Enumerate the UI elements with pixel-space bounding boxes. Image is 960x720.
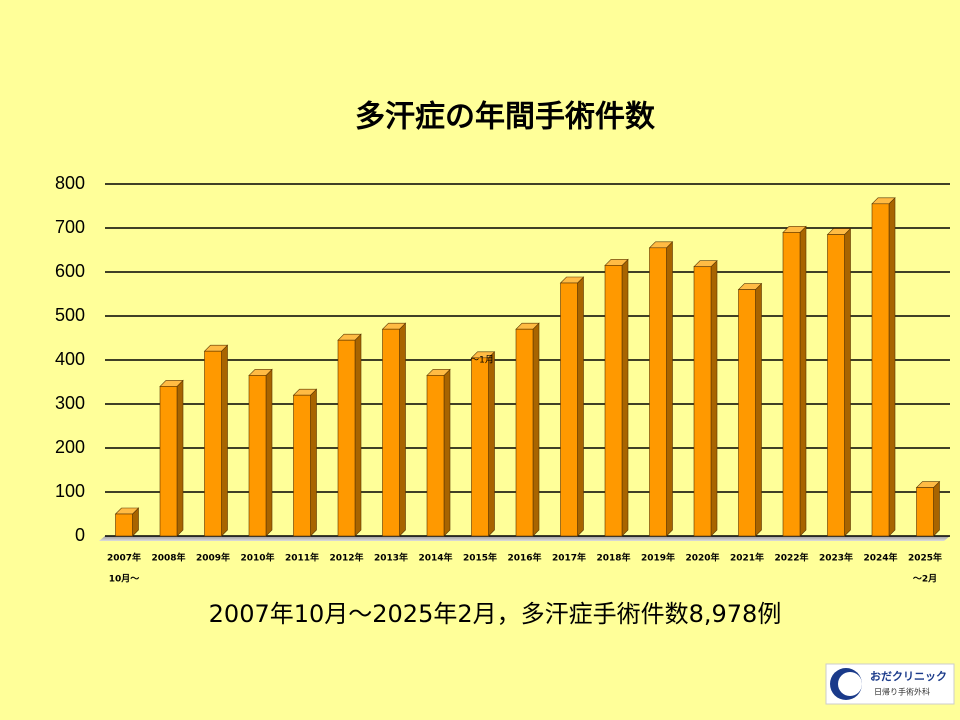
x-tick-sublabel: 10月～ (109, 574, 140, 585)
bar-side (799, 225, 807, 537)
bar (426, 375, 445, 537)
bar-side (310, 388, 317, 537)
bar-side (933, 480, 940, 537)
bar (560, 282, 578, 537)
logo: おだクリニック 日帰り手術外科 (825, 663, 955, 705)
bar-side (488, 351, 495, 537)
bar (649, 247, 667, 537)
bar (382, 328, 400, 537)
x-tick-label: 2016年 (507, 552, 541, 564)
bar-side (577, 276, 584, 537)
y-tick-label: 100 (55, 481, 85, 501)
x-tick-label: 2012年 (329, 552, 363, 564)
bar-side (221, 344, 228, 537)
y-tick-label: 800 (55, 173, 85, 193)
y-tick-label: 700 (55, 217, 85, 237)
bar-side (666, 241, 673, 537)
bar (248, 375, 267, 537)
floor (99, 536, 950, 541)
y-tick-label: 300 (55, 393, 85, 413)
x-tick-label: 2021年 (730, 552, 764, 564)
bar-side (710, 259, 718, 537)
bar (693, 266, 712, 537)
bar-side (844, 227, 851, 537)
x-tick-label: 2017年 (552, 552, 586, 564)
y-tick-label: 500 (55, 305, 85, 325)
x-tick-label: 2022年 (774, 552, 808, 564)
x-tick-label: 2008年 (151, 552, 185, 564)
y-tick-label: 0 (75, 525, 85, 545)
chart-title: 多汗症の年間手術件数 (355, 100, 656, 135)
logo-mark-inner (838, 672, 862, 696)
bar-side (176, 379, 184, 537)
bar-side (755, 282, 762, 537)
x-tick-label: 2019年 (641, 552, 675, 564)
y-tick-label: 600 (55, 261, 85, 281)
bar-side (265, 368, 273, 537)
bar (204, 350, 222, 537)
x-tick-label: 2009年 (196, 552, 230, 564)
bar-side (888, 197, 896, 537)
bar-side (443, 368, 451, 537)
bar (738, 289, 756, 537)
bar (916, 487, 934, 537)
x-tick-label: 2023年 (819, 552, 853, 564)
x-tick-label: 2015年 (463, 552, 497, 564)
bar (337, 339, 356, 537)
bar (782, 232, 801, 537)
caption: 2007年10月～2025年2月，多汗症手術件数8,978例 (209, 600, 782, 628)
x-tick-label: 2010年 (240, 552, 274, 564)
bar (471, 357, 489, 537)
bar (115, 513, 133, 537)
x-tick-sublabel: ～2月 (913, 574, 937, 585)
x-tick-label: 2013年 (374, 552, 408, 564)
x-tick-label: 2011年 (285, 552, 319, 564)
logo-tagline: 日帰り手術外科 (874, 687, 930, 697)
bar (515, 328, 534, 537)
x-tick-label: 2025年 (908, 552, 942, 564)
bar-side (532, 322, 540, 537)
bar-side (399, 322, 406, 537)
annotation: ～1月 (470, 354, 494, 365)
bar-side (354, 333, 362, 537)
y-tick-label: 200 (55, 437, 85, 457)
bar (604, 265, 623, 537)
x-tick-label: 2007年 (107, 552, 141, 564)
bar (159, 386, 178, 537)
x-tick-label: 2020年 (685, 552, 719, 564)
x-tick-label: 2024年 (863, 552, 897, 564)
bar (827, 234, 845, 537)
bar (293, 394, 311, 537)
logo-name: おだクリニック (870, 670, 947, 683)
x-tick-label: 2018年 (596, 552, 630, 564)
y-tick-label: 400 (55, 349, 85, 369)
x-tick-label: 2014年 (418, 552, 452, 564)
bar (871, 203, 890, 537)
bar-side (621, 258, 629, 537)
